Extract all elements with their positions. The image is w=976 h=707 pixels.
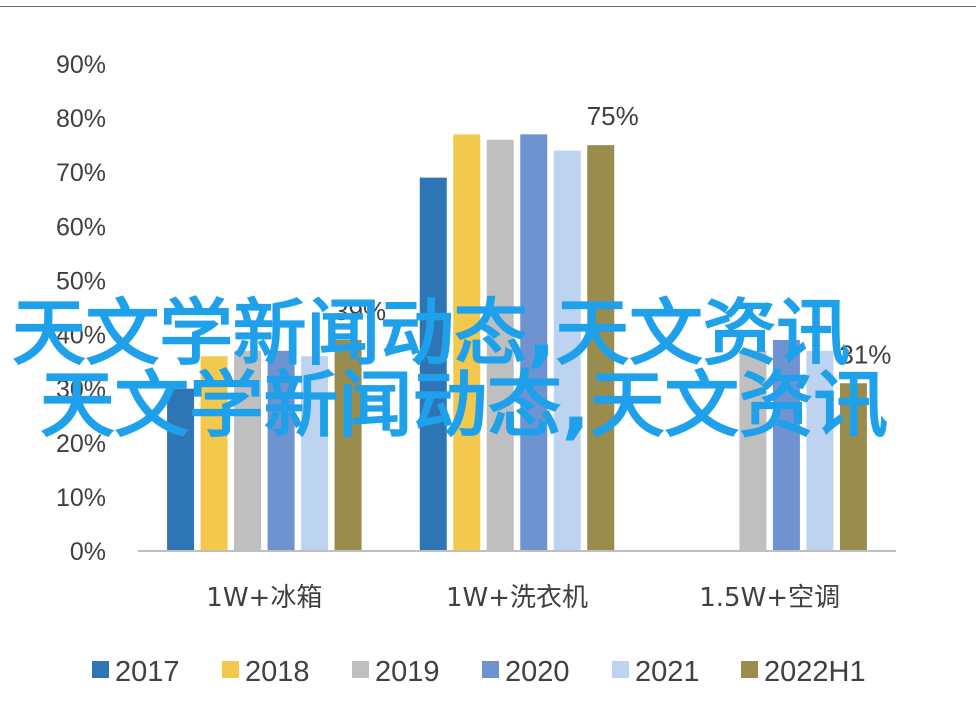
bar-2021 — [806, 350, 834, 551]
bar-2022H1 — [587, 145, 615, 551]
data-labels: 39% 75% 31% — [334, 101, 891, 369]
legend-swatch-2022H1 — [741, 661, 758, 678]
data-label: 39% — [334, 296, 386, 326]
bar-2019 — [234, 350, 262, 551]
y-tick-label: 60% — [56, 213, 106, 241]
x-category-label: 1.5W+空调 — [699, 583, 840, 613]
x-axis-categories: 1W+冰箱 1W+洗衣机 1.5W+空调 — [206, 583, 840, 613]
bar-2018 — [200, 356, 228, 551]
x-category-label: 1W+洗衣机 — [446, 583, 588, 613]
bar-2022H1 — [839, 383, 867, 551]
bar-2019 — [739, 350, 767, 551]
legend-label: 2020 — [505, 656, 570, 688]
legend-label: 2017 — [115, 656, 180, 688]
x-category-label: 1W+冰箱 — [206, 583, 322, 613]
legend-swatch-2020 — [482, 661, 499, 678]
y-tick-label: 90% — [56, 51, 106, 79]
legend: 2017 2018 2019 2020 2021 2022H1 — [92, 656, 866, 688]
y-tick-label: 30% — [56, 376, 106, 404]
legend-label: 2018 — [245, 656, 310, 688]
data-label: 75% — [587, 101, 639, 131]
bar-2018 — [453, 134, 481, 551]
legend-swatch-2019 — [352, 661, 369, 678]
legend-swatch-2018 — [222, 661, 239, 678]
legend-label: 2022H1 — [764, 656, 866, 688]
y-tick-label: 70% — [56, 159, 106, 187]
y-tick-label: 20% — [56, 430, 106, 458]
bar-2020 — [772, 339, 800, 551]
bar-2017 — [419, 177, 447, 551]
legend-label: 2021 — [635, 656, 700, 688]
bar-2022H1 — [334, 339, 362, 551]
watermark: 天文学新闻动态,天文资讯 天文学新闻动态,天文资讯 — [12, 291, 888, 447]
bars — [167, 134, 867, 552]
watermark-line-2: 天文学新闻动态,天文资讯 — [40, 363, 888, 447]
bar-2017 — [167, 388, 195, 551]
top-border-line — [0, 6, 976, 7]
legend-label: 2019 — [375, 656, 440, 688]
y-tick-label: 0% — [70, 538, 106, 566]
bar-2021 — [301, 356, 329, 551]
y-tick-label: 40% — [56, 322, 106, 350]
watermark-line-1: 天文学新闻动态,天文资讯 — [12, 291, 850, 375]
bar-2020 — [520, 134, 548, 551]
y-axis: 0% 10% 20% 30% 40% 50% 60% 70% 80% 90% — [56, 51, 106, 566]
legend-swatch-2021 — [612, 661, 629, 678]
bar-2019 — [486, 139, 514, 551]
bar-2020 — [267, 350, 295, 551]
legend-swatch-2017 — [92, 661, 109, 678]
y-tick-label: 10% — [56, 484, 106, 512]
bar-2021 — [553, 150, 581, 552]
y-tick-label: 50% — [56, 267, 106, 295]
y-tick-label: 80% — [56, 105, 106, 133]
data-label: 31% — [839, 339, 891, 369]
